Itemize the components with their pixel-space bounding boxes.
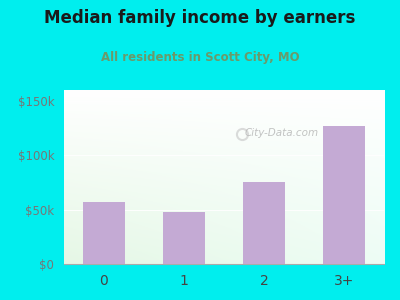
Text: All residents in Scott City, MO: All residents in Scott City, MO [101,51,299,64]
Bar [243,182,285,264]
Bar [163,212,205,264]
Text: City-Data.com: City-Data.com [244,128,319,139]
Bar [323,126,365,264]
Text: Median family income by earners: Median family income by earners [44,9,356,27]
Bar [83,202,125,264]
